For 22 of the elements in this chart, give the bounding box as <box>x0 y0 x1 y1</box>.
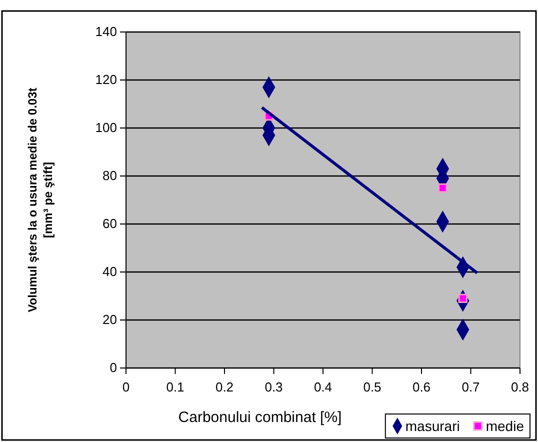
y-tick-label: 0 <box>110 360 117 376</box>
x-tick-label: 0.1 <box>166 379 184 394</box>
x-tick-label: 0.2 <box>215 379 234 394</box>
x-tick-label: 0.4 <box>314 379 332 394</box>
y-tick-label: 120 <box>95 72 117 88</box>
x-tick-label: 0 <box>122 379 130 394</box>
y-tick-label: 80 <box>102 168 117 184</box>
legend-label: medie <box>486 418 524 434</box>
x-tick-label: 0.6 <box>412 379 431 394</box>
y-tick-label: 140 <box>95 24 117 40</box>
legend-label: masurari <box>405 418 460 434</box>
x-tick-label: 0.5 <box>363 379 382 394</box>
y-tick-label: 40 <box>102 264 117 280</box>
y-axis-title: Volumul şters la o usura medie de 0.03t [mm³ pe ştift] <box>25 88 55 312</box>
x-tick-label: 0.8 <box>510 379 530 394</box>
x-tick-label: 0.7 <box>462 379 480 394</box>
x-tick-label: 0.3 <box>264 379 283 394</box>
y-tick-label: 100 <box>95 120 117 136</box>
y-tick-label: 20 <box>102 312 117 328</box>
point <box>438 183 448 193</box>
y-tick-label: 60 <box>102 216 117 232</box>
x-axis-title: Carbonului combinat [%] <box>178 409 342 426</box>
